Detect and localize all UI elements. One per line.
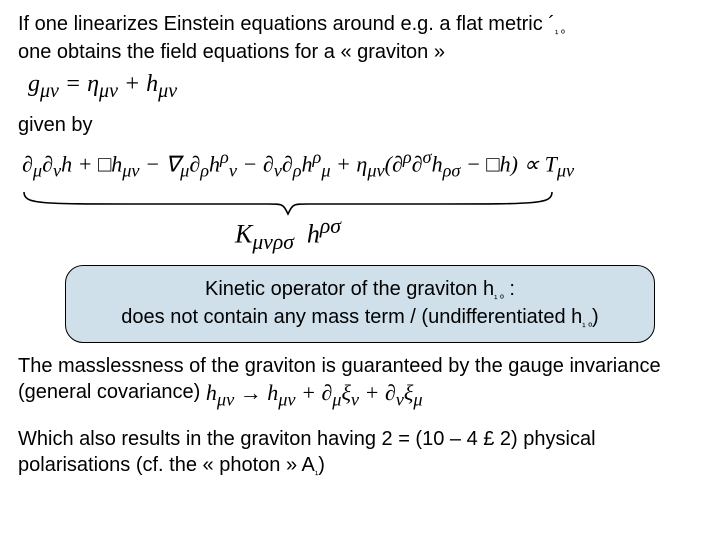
para3-sub: ¹ [315, 470, 318, 481]
callout-line2a: does not contain any mass term / (undiff… [121, 306, 582, 328]
callout-line1a: Kinetic operator of the graviton h [205, 278, 494, 300]
callout-line2b: ) [592, 306, 599, 328]
given-by-label: given by [18, 114, 702, 137]
gauge-transform-formula: hμν → hμν + ∂μξν + ∂νξμ [206, 380, 423, 405]
kinetic-operator-symbol: Kμνρσ hρσ [18, 214, 558, 255]
linearized-eq-block: ∂μ∂νh + □hμν − ∇μ∂ρhρν − ∂ν∂ρhρμ + ημν(∂… [18, 141, 702, 255]
para3-b: ) [318, 454, 325, 476]
callout-box: Kinetic operator of the graviton h¹ º : … [65, 265, 655, 343]
slide-root: If one linearizes Einstein equations aro… [0, 0, 720, 492]
callout-line1b: : [504, 278, 515, 300]
para3-a: Which also results in the graviton havin… [18, 428, 596, 476]
formula-metric-split: gμν = ημν + hμν [18, 65, 702, 109]
polarisations-text: Which also results in the graviton havin… [18, 426, 702, 480]
intro-line1-sub: ¹ º [555, 29, 565, 40]
intro-line2: one obtains the field equations for a « … [18, 41, 445, 63]
underbrace-icon [18, 188, 558, 216]
gauge-invariance-text: The masslessness of the graviton is guar… [18, 353, 702, 412]
intro-line1a: If one linearizes Einstein equations aro… [18, 13, 555, 35]
intro-text: If one linearizes Einstein equations aro… [18, 12, 702, 65]
formula-linearized: ∂μ∂νh + □hμν − ∇μ∂ρhρν − ∂ν∂ρhρμ + ημν(∂… [18, 141, 702, 188]
callout-line2-sub: ¹ º [582, 322, 592, 333]
callout-line1-sub: ¹ º [494, 294, 504, 305]
